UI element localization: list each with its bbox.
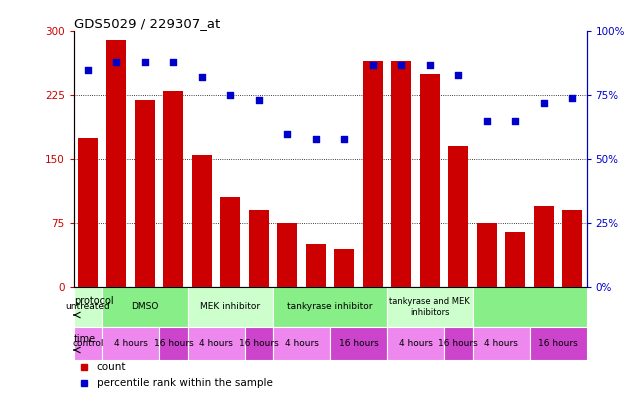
Text: tankyrase and MEK
inhibitors: tankyrase and MEK inhibitors (390, 297, 470, 317)
Bar (472, 327, 529, 360)
Text: time: time (74, 334, 96, 343)
Bar (245, 327, 273, 360)
Point (112, 59, 122, 65)
Bar (534, 206, 554, 287)
Bar (78, 138, 98, 287)
Bar (188, 327, 245, 360)
Point (368, 61, 378, 68)
Point (225, 92, 235, 98)
Text: protocol: protocol (74, 296, 113, 306)
Point (339, 136, 349, 142)
Text: untreated: untreated (65, 303, 110, 312)
Bar (306, 244, 326, 287)
Text: MEK inhibitor: MEK inhibitor (201, 303, 260, 312)
Bar (249, 210, 269, 287)
Bar (472, 287, 587, 327)
Bar (135, 99, 155, 287)
Bar (74, 327, 102, 360)
Point (197, 74, 207, 81)
Bar (477, 223, 497, 287)
Point (311, 136, 321, 142)
Point (140, 59, 150, 65)
Text: percentile rank within the sample: percentile rank within the sample (97, 378, 272, 388)
Bar (444, 327, 472, 360)
Point (510, 118, 520, 124)
Text: 16 hours: 16 hours (438, 339, 478, 348)
Bar (273, 327, 330, 360)
Bar (387, 287, 472, 327)
Bar (106, 40, 126, 287)
Bar (529, 327, 587, 360)
Bar (278, 223, 297, 287)
Text: count: count (97, 362, 126, 372)
Bar (273, 287, 387, 327)
Point (282, 130, 292, 137)
Bar (420, 74, 440, 287)
Point (538, 100, 549, 106)
Point (425, 61, 435, 68)
Bar (505, 231, 525, 287)
Text: 16 hours: 16 hours (338, 339, 378, 348)
Bar (363, 61, 383, 287)
Text: 4 hours: 4 hours (113, 339, 147, 348)
Bar (335, 248, 354, 287)
Bar (330, 327, 387, 360)
Bar (387, 327, 444, 360)
Bar (74, 287, 102, 327)
Bar (102, 287, 188, 327)
Bar (192, 155, 212, 287)
Point (169, 59, 179, 65)
Point (254, 97, 264, 103)
Bar (448, 146, 469, 287)
Text: 16 hours: 16 hours (538, 339, 578, 348)
Bar (102, 327, 159, 360)
Bar (188, 287, 273, 327)
Bar (163, 91, 183, 287)
Point (567, 95, 578, 101)
Text: 16 hours: 16 hours (154, 339, 194, 348)
Text: 4 hours: 4 hours (484, 339, 518, 348)
Text: DMSO: DMSO (131, 303, 158, 312)
Point (481, 118, 492, 124)
Point (396, 61, 406, 68)
Text: 4 hours: 4 hours (285, 339, 319, 348)
Bar (159, 327, 188, 360)
Bar (562, 210, 582, 287)
Text: tankyrase inhibitor: tankyrase inhibitor (287, 303, 373, 312)
Bar (392, 61, 412, 287)
Point (83, 66, 93, 73)
Text: GDS5029 / 229307_at: GDS5029 / 229307_at (74, 17, 220, 30)
Text: control: control (72, 339, 104, 348)
Point (453, 72, 463, 78)
Text: 4 hours: 4 hours (199, 339, 233, 348)
Bar (221, 197, 240, 287)
Text: 4 hours: 4 hours (399, 339, 433, 348)
Text: 16 hours: 16 hours (239, 339, 279, 348)
